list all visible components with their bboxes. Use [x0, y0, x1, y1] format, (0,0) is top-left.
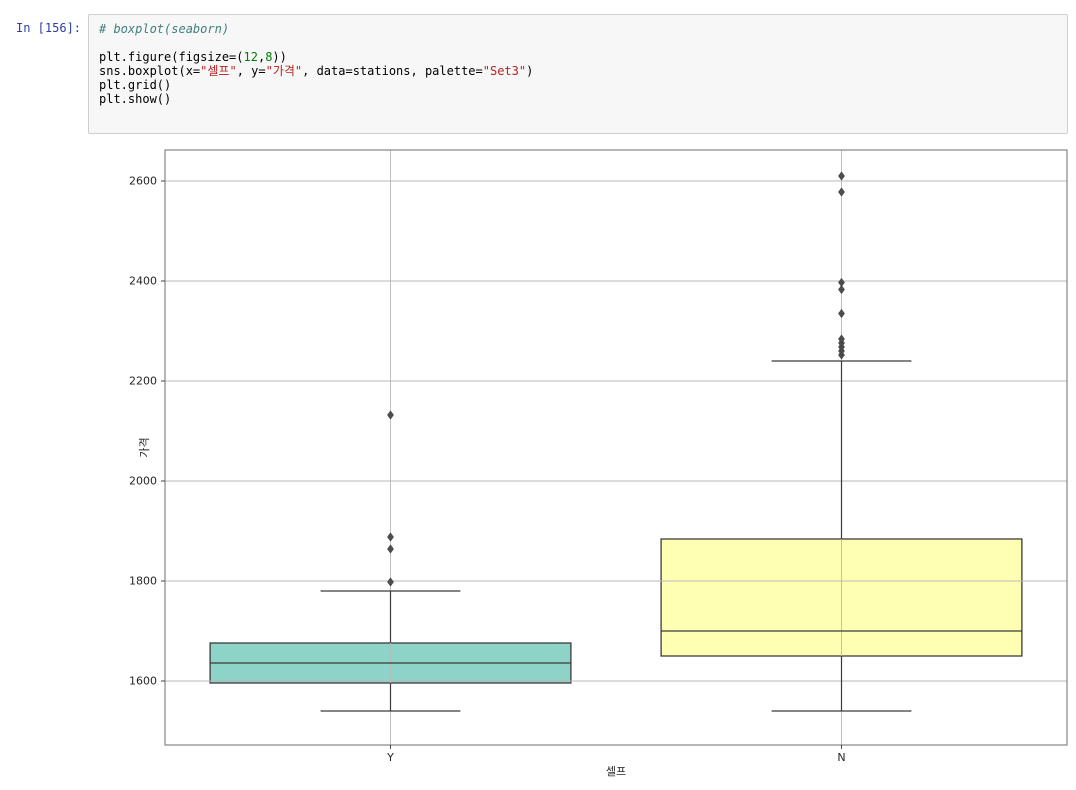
svg-text:1600: 1600 [129, 675, 157, 688]
svg-text:2200: 2200 [129, 375, 157, 388]
svg-text:2000: 2000 [129, 475, 157, 488]
code-lines: # boxplot(seaborn) plt.figure(figsize=(1… [99, 22, 534, 106]
svg-text:2600: 2600 [129, 175, 157, 188]
svg-text:Y: Y [386, 751, 394, 764]
svg-text:가격: 가격 [138, 437, 151, 457]
svg-text:셀프: 셀프 [606, 765, 626, 778]
boxplot-chart: 1600 1800 2000 2200 2400 2600 Y N 셀프 가격 [129, 149, 1068, 778]
cell-prompt: In [156]: [16, 21, 82, 35]
figure-output: 1600 1800 2000 2200 2400 2600 Y N 셀프 가격 [0, 140, 1076, 786]
svg-text:1800: 1800 [129, 575, 157, 588]
svg-text:N: N [837, 751, 845, 764]
svg-text:2400: 2400 [129, 275, 157, 288]
code-cell[interactable]: # boxplot(seaborn) plt.figure(figsize=(1… [88, 14, 1068, 134]
